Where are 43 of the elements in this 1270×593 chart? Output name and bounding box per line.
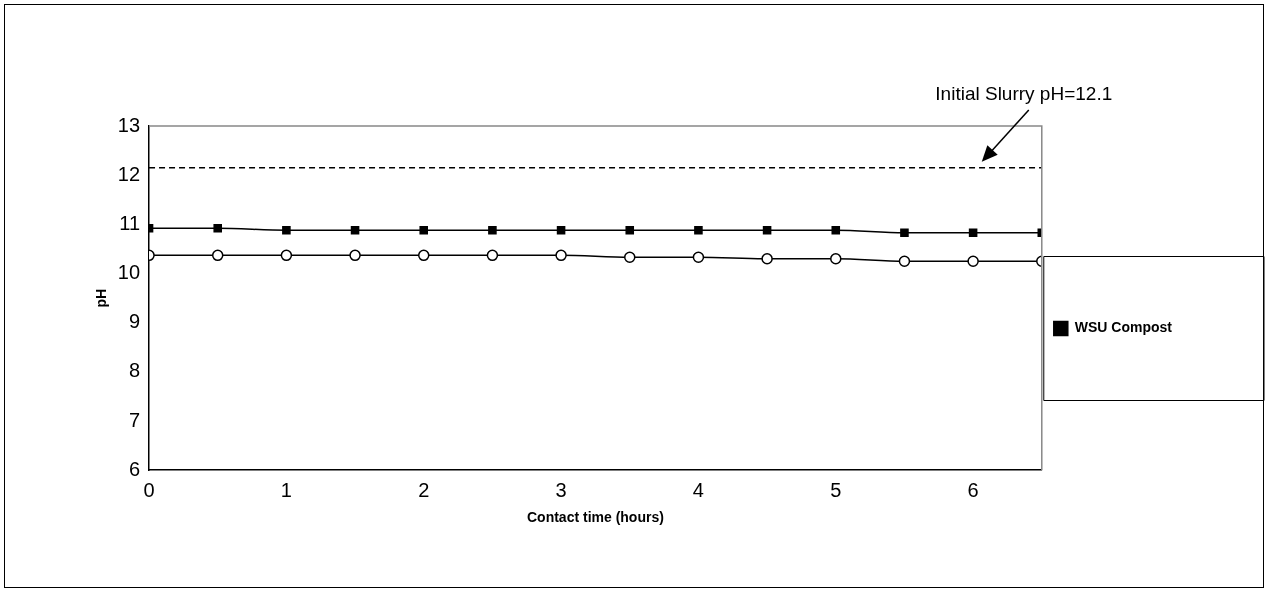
point — [486, 249, 499, 262]
y-tick-label: 8 — [128, 359, 141, 382]
point — [349, 249, 361, 262]
legend-label: WSU Compost — [1074, 319, 1173, 336]
point — [282, 225, 291, 235]
x-tick-label: 0 — [143, 478, 155, 501]
point — [419, 225, 429, 235]
x-tick-label: 6 — [967, 478, 979, 501]
point — [898, 255, 911, 267]
y-axis-title: pH — [93, 288, 110, 308]
point — [488, 225, 497, 235]
point — [280, 249, 293, 262]
point — [968, 228, 978, 237]
point — [556, 225, 566, 235]
point — [830, 253, 842, 265]
y-tick-label: 10 — [117, 261, 141, 284]
x-axis-title: Contact time (hours) — [526, 509, 664, 526]
point — [900, 228, 909, 237]
x-tick-label: 4 — [692, 478, 704, 501]
point — [211, 249, 224, 262]
point — [762, 225, 772, 235]
point — [625, 225, 635, 235]
point — [761, 253, 773, 265]
point — [694, 225, 703, 235]
point — [967, 255, 979, 267]
y-tick-label: 12 — [117, 162, 141, 185]
point — [624, 251, 636, 264]
point — [555, 249, 567, 262]
point — [831, 225, 841, 235]
point — [417, 249, 430, 262]
y-tick-label: 11 — [119, 211, 141, 234]
point — [692, 251, 705, 264]
point — [213, 223, 222, 233]
x-tick-label: 3 — [555, 478, 567, 501]
y-tick-label: 7 — [128, 408, 141, 431]
x-tick-label: 1 — [280, 478, 292, 501]
y-tick-label: 13 — [117, 113, 141, 136]
text: Initial Slurry pH=12.1 — [935, 83, 1113, 105]
y-tick-label: 9 — [128, 310, 141, 333]
point — [350, 225, 360, 235]
x-tick-label: 2 — [418, 478, 430, 501]
y-tick-label: 6 — [128, 457, 141, 480]
x-tick-label: 5 — [830, 478, 842, 501]
